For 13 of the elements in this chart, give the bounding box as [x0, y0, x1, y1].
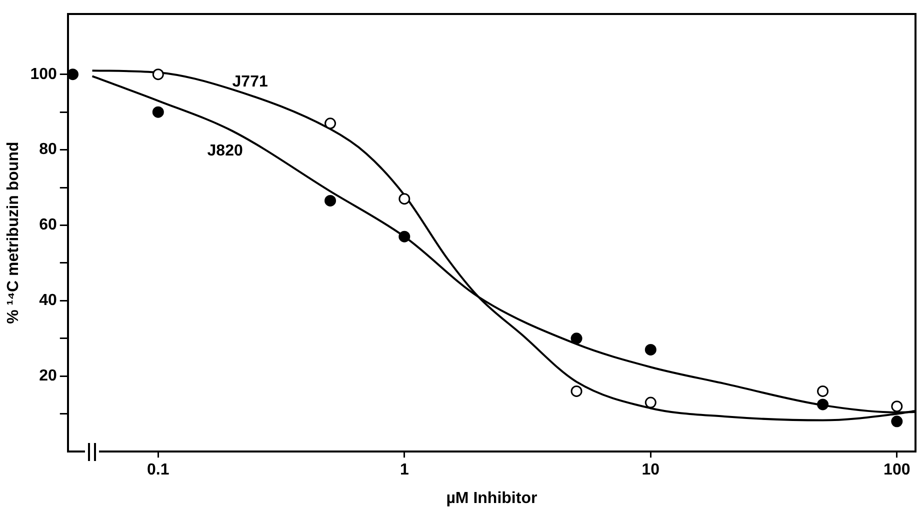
- y-tick-label: 20: [39, 368, 57, 385]
- y-tick-label: 80: [39, 141, 57, 158]
- y-tick-label: 100: [30, 66, 57, 83]
- y-axis-title: % ¹⁴C metribuzin bound: [5, 142, 22, 324]
- series-label: J771: [232, 73, 268, 90]
- y-tick-label: 60: [39, 216, 57, 234]
- x-axis-title: µM Inhibitor: [446, 490, 538, 507]
- x-tick-label: 10: [642, 462, 660, 479]
- x-tick-label: 0.1: [147, 462, 170, 479]
- series-label: J820: [207, 142, 243, 160]
- x-tick-label: 100: [884, 462, 910, 479]
- y-tick-label: 40: [39, 292, 57, 310]
- x-tick-label: 1: [400, 462, 409, 479]
